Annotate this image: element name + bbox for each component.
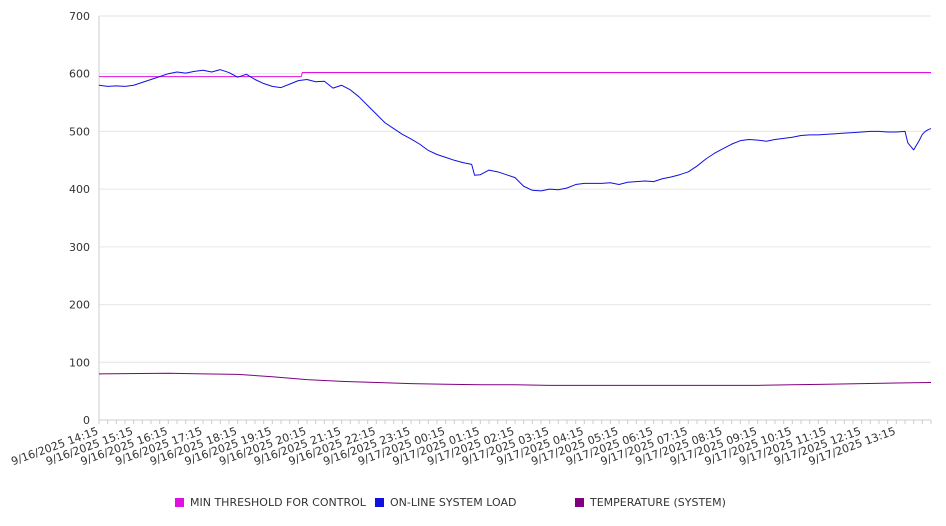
legend-swatch-system-load — [375, 498, 384, 507]
y-tick-label: 500 — [69, 125, 90, 138]
y-tick-label: 200 — [69, 299, 90, 312]
y-tick-label: 400 — [69, 183, 90, 196]
line-chart: 0 100 200 300 400 500 600 700 9/16/2025 14:159/… — [9, 10, 932, 469]
y-axis-tick-labels: 0 100 200 300 400 500 600 700 — [69, 10, 90, 427]
y-tick-label: 0 — [83, 414, 90, 427]
legend-label-min-threshold: MIN THRESHOLD FOR CONTROL — [190, 496, 366, 509]
y-tick-label: 300 — [69, 241, 90, 254]
axes — [98, 16, 932, 424]
series-lines — [98, 69, 932, 386]
grid-lines — [99, 15, 931, 363]
series-min-threshold-line — [99, 72, 931, 78]
y-tick-label: 100 — [69, 356, 90, 369]
legend-label-temperature: TEMPERATURE (SYSTEM) — [590, 496, 726, 509]
legend-item-min-threshold[interactable]: MIN THRESHOLD FOR CONTROL — [175, 496, 366, 509]
series-system-load-line — [98, 69, 932, 192]
series-temperature-line — [98, 372, 932, 386]
legend-item-system-load[interactable]: ON-LINE SYSTEM LOAD — [375, 496, 516, 509]
y-tick-label: 700 — [69, 10, 90, 23]
legend: MIN THRESHOLD FOR CONTROL ON-LINE SYSTEM… — [0, 496, 946, 516]
legend-swatch-min-threshold — [175, 498, 184, 507]
legend-swatch-temperature — [575, 498, 584, 507]
legend-label-system-load: ON-LINE SYSTEM LOAD — [390, 496, 517, 509]
y-tick-label: 600 — [69, 68, 90, 81]
x-axis-tick-labels: 9/16/2025 14:159/16/2025 15:159/16/2025 … — [9, 425, 897, 469]
legend-item-temperature[interactable]: TEMPERATURE (SYSTEM) — [575, 496, 726, 509]
